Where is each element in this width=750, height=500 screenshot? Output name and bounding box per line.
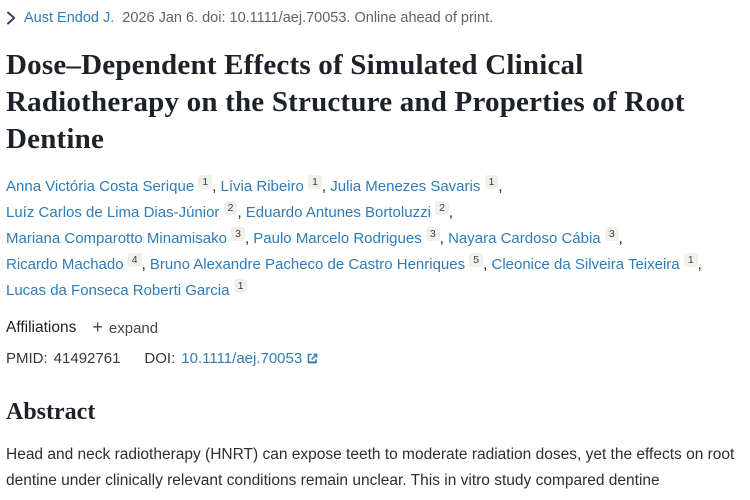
author-affiliation-number[interactable]: 1 <box>308 175 322 189</box>
author: Luíz Carlos de Lima Dias-Júnior 2, <box>6 201 242 221</box>
author-affiliation-number[interactable]: 2 <box>435 201 449 215</box>
author: Bruno Alexandre Pacheco de Castro Henriq… <box>149 253 488 273</box>
author-separator: , <box>618 230 623 247</box>
author-link[interactable]: Mariana Comparotto Minamisako <box>6 230 227 247</box>
author-separator: , <box>697 256 702 273</box>
author-affiliation-number[interactable]: 2 <box>223 201 238 215</box>
author-separator: , <box>244 230 250 247</box>
journal-citation-bar: Aust Endod J. 2026 Jan 6. doi: 10.1111/a… <box>6 9 744 27</box>
author: Mariana Comparotto Minamisako 3, <box>6 227 250 247</box>
author: Cleonice da Silveira Teixeira 1, <box>491 253 702 273</box>
authors-list: Anna Victória Costa Serique 1, Lívia Rib… <box>6 174 744 304</box>
author-link[interactable]: Paulo Marcelo Rodrigues <box>253 230 422 247</box>
pmid-label: PMID: <box>6 350 48 367</box>
abstract-heading: Abstract <box>6 399 96 425</box>
doi-label: DOI: <box>144 350 176 367</box>
author-separator: , <box>141 256 146 273</box>
author-link[interactable]: Lívia Ribeiro <box>220 178 304 195</box>
article-title: Dose–Dependent Effects of Simulated Clin… <box>6 47 744 158</box>
pmid-value: 41492761 <box>53 350 121 367</box>
author-affiliation-number[interactable]: 3 <box>231 227 245 241</box>
plus-icon: + <box>92 317 103 337</box>
identifiers-row: PMID: 41492761 DOI: 10.1111/aej.70053 <box>6 350 744 367</box>
author-link[interactable]: Bruno Alexandre Pacheco de Castro Henriq… <box>149 256 466 273</box>
author-separator: , <box>237 204 242 221</box>
author-link[interactable]: Eduardo Antunes Bortoluzzi <box>245 204 431 221</box>
author-affiliation-number[interactable]: 5 <box>469 253 484 267</box>
author-separator: , <box>439 230 444 247</box>
author: Paulo Marcelo Rodrigues 3, <box>253 227 444 247</box>
title-line: Dose–Dependent Effects of Simulated Clin… <box>6 49 584 81</box>
citation-text: 2026 Jan 6. doi: 10.1111/aej.70053. Onli… <box>122 10 494 26</box>
author-separator: , <box>498 178 503 195</box>
author-affiliation-number[interactable]: 3 <box>604 227 619 241</box>
author-link[interactable]: Anna Victória Costa Serique <box>6 178 195 195</box>
author-separator: , <box>212 178 217 195</box>
doi-link[interactable]: 10.1111/aej.70053 <box>181 350 303 367</box>
author-link[interactable]: Lucas da Fonseca Roberti Garcia <box>6 282 230 299</box>
title-line: Radiotherapy on the Structure and Proper… <box>6 86 685 118</box>
author-link[interactable]: Luíz Carlos de Lima Dias-Júnior <box>6 204 220 221</box>
author-affiliation-number[interactable]: 1 <box>683 253 698 267</box>
author-affiliation-number[interactable]: 1 <box>484 175 499 189</box>
author: Lívia Ribeiro 1, <box>220 175 327 195</box>
abstract-text: Head and neck radiotherapy (HNRT) can ex… <box>6 446 735 489</box>
author-separator: , <box>448 204 454 221</box>
author-link[interactable]: Cleonice da Silveira Teixeira <box>491 256 680 273</box>
journal-link[interactable]: Aust Endod J. <box>24 10 115 26</box>
expand-affiliations-button[interactable]: + expand <box>92 317 159 337</box>
author-affiliation-number[interactable]: 4 <box>127 253 142 267</box>
author-link[interactable]: Nayara Cardoso Cábia <box>448 230 601 247</box>
title-line: Dentine <box>6 123 105 155</box>
author: Julia Menezes Savaris 1, <box>330 175 503 195</box>
affiliations-label: Affiliations <box>6 319 77 336</box>
author-separator: , <box>483 256 488 273</box>
author-link[interactable]: Ricardo Machado <box>6 256 124 273</box>
author: Ricardo Machado 4, <box>6 253 146 273</box>
author: Lucas da Fonseca Roberti Garcia 1 <box>6 279 248 299</box>
author-link[interactable]: Julia Menezes Savaris <box>330 178 481 195</box>
expand-label: expand <box>108 319 159 337</box>
chevron-right-icon[interactable] <box>6 11 16 25</box>
author: Eduardo Antunes Bortoluzzi 2, <box>245 201 454 221</box>
affiliations-row: Affiliations + expand <box>6 317 744 337</box>
author: Anna Victória Costa Serique 1, <box>6 175 217 195</box>
external-link-icon[interactable] <box>306 352 319 365</box>
author: Nayara Cardoso Cábia 3, <box>448 227 623 247</box>
author-affiliation-number[interactable]: 3 <box>425 227 440 241</box>
author-affiliation-number[interactable]: 1 <box>198 175 213 189</box>
author-separator: , <box>321 178 327 195</box>
author-affiliation-number[interactable]: 1 <box>233 279 248 293</box>
